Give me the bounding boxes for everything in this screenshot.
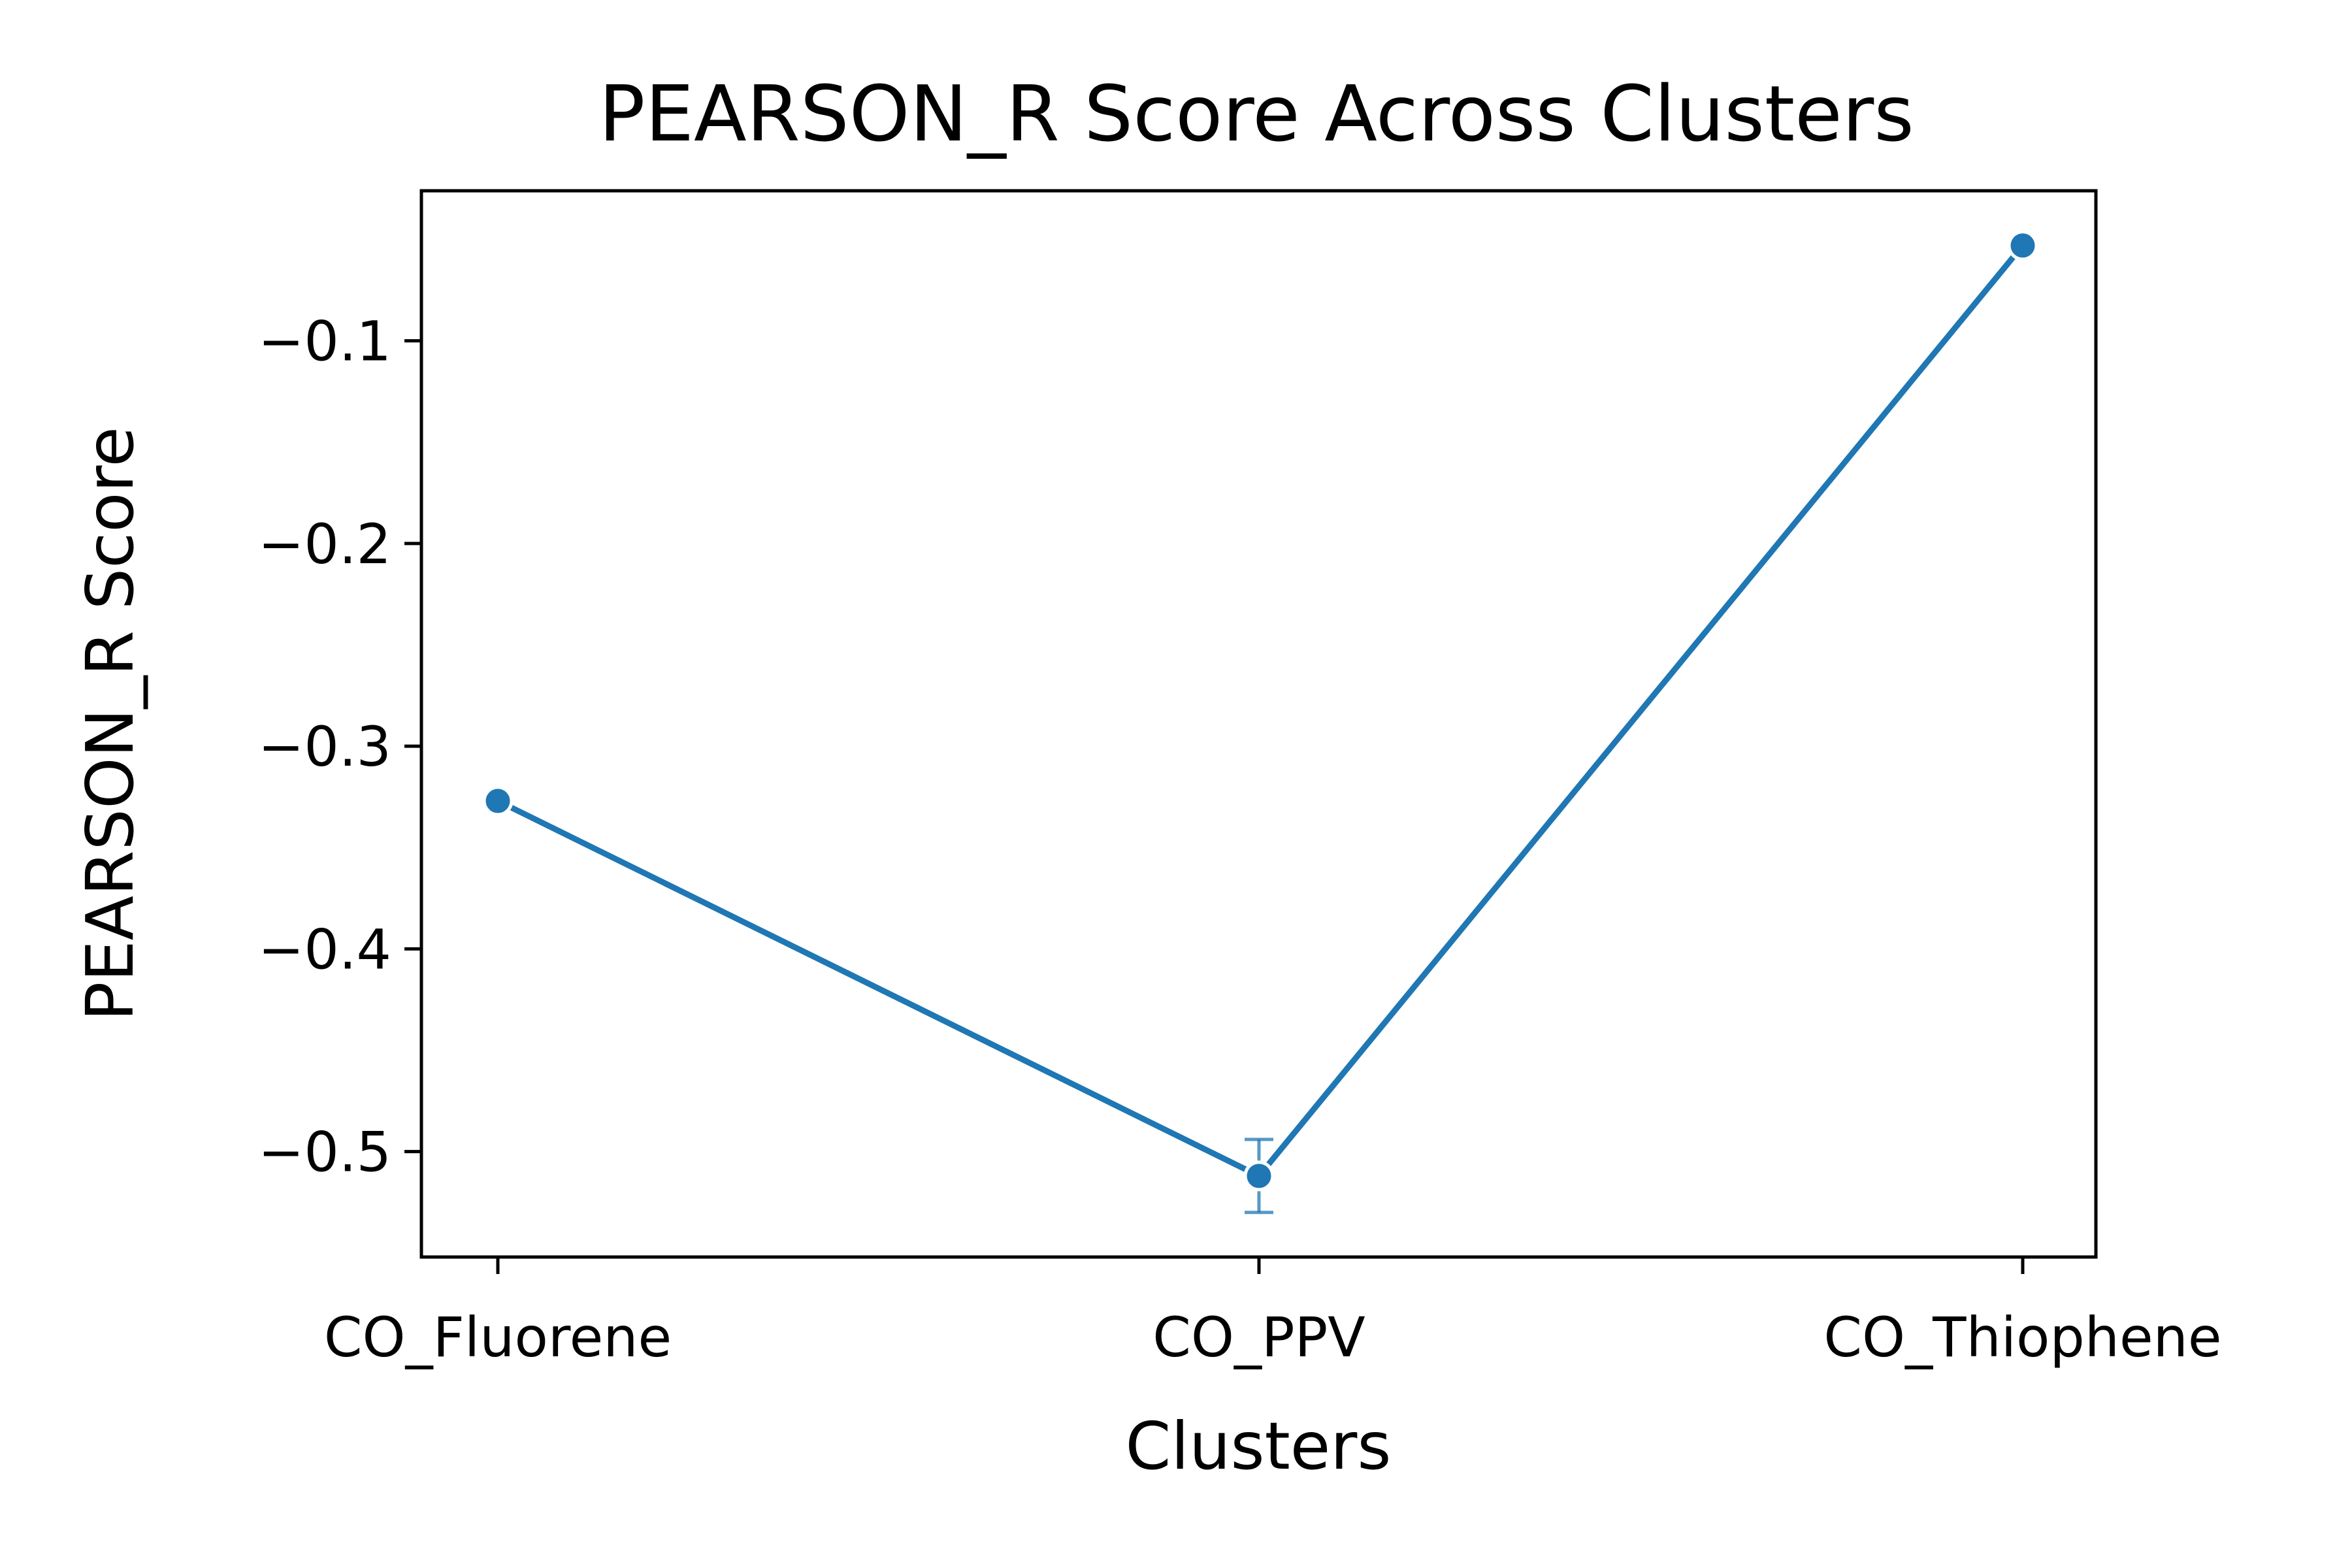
- y-tick-label: −0.4: [258, 917, 391, 981]
- data-point: [482, 785, 514, 817]
- x-tick-label: CO_PPV: [1152, 1305, 1365, 1369]
- y-axis-label: PEARSON_R Score: [72, 427, 148, 1021]
- chart-title: PEARSON_R Score Across Clusters: [598, 69, 1914, 159]
- data-point: [2007, 230, 2038, 261]
- y-tick-label: −0.5: [258, 1120, 391, 1184]
- data-point: [1243, 1160, 1275, 1192]
- x-tick-label: CO_Fluorene: [324, 1305, 672, 1369]
- y-tick-label: −0.1: [258, 310, 391, 374]
- y-tick-label: −0.3: [258, 715, 391, 779]
- x-tick-label: CO_Thiophene: [1823, 1305, 2221, 1369]
- plot-frame: [419, 189, 2098, 1259]
- y-tick-label: −0.2: [258, 512, 391, 576]
- x-axis-label: Clusters: [1125, 1408, 1391, 1484]
